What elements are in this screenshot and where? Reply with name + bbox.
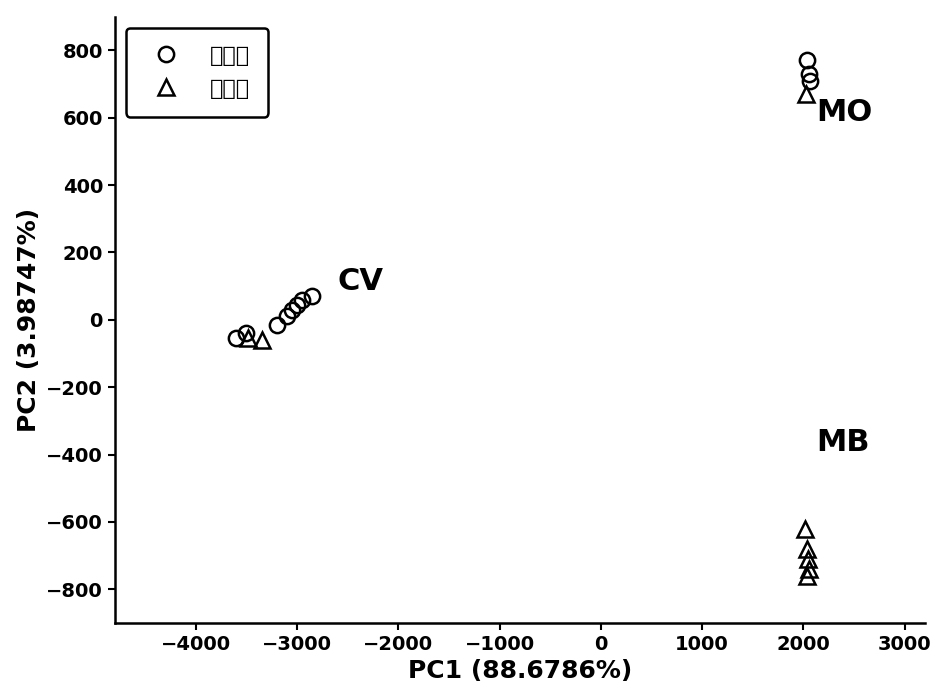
X-axis label: PC1 (88.6786%): PC1 (88.6786%) [408, 659, 632, 683]
Text: CV: CV [337, 267, 384, 295]
Legend: 训练集, 验证集: 训练集, 验证集 [126, 28, 268, 117]
Y-axis label: PC2 (3.98747%): PC2 (3.98747%) [17, 208, 41, 432]
Text: MO: MO [817, 98, 873, 127]
Text: MB: MB [817, 428, 870, 457]
